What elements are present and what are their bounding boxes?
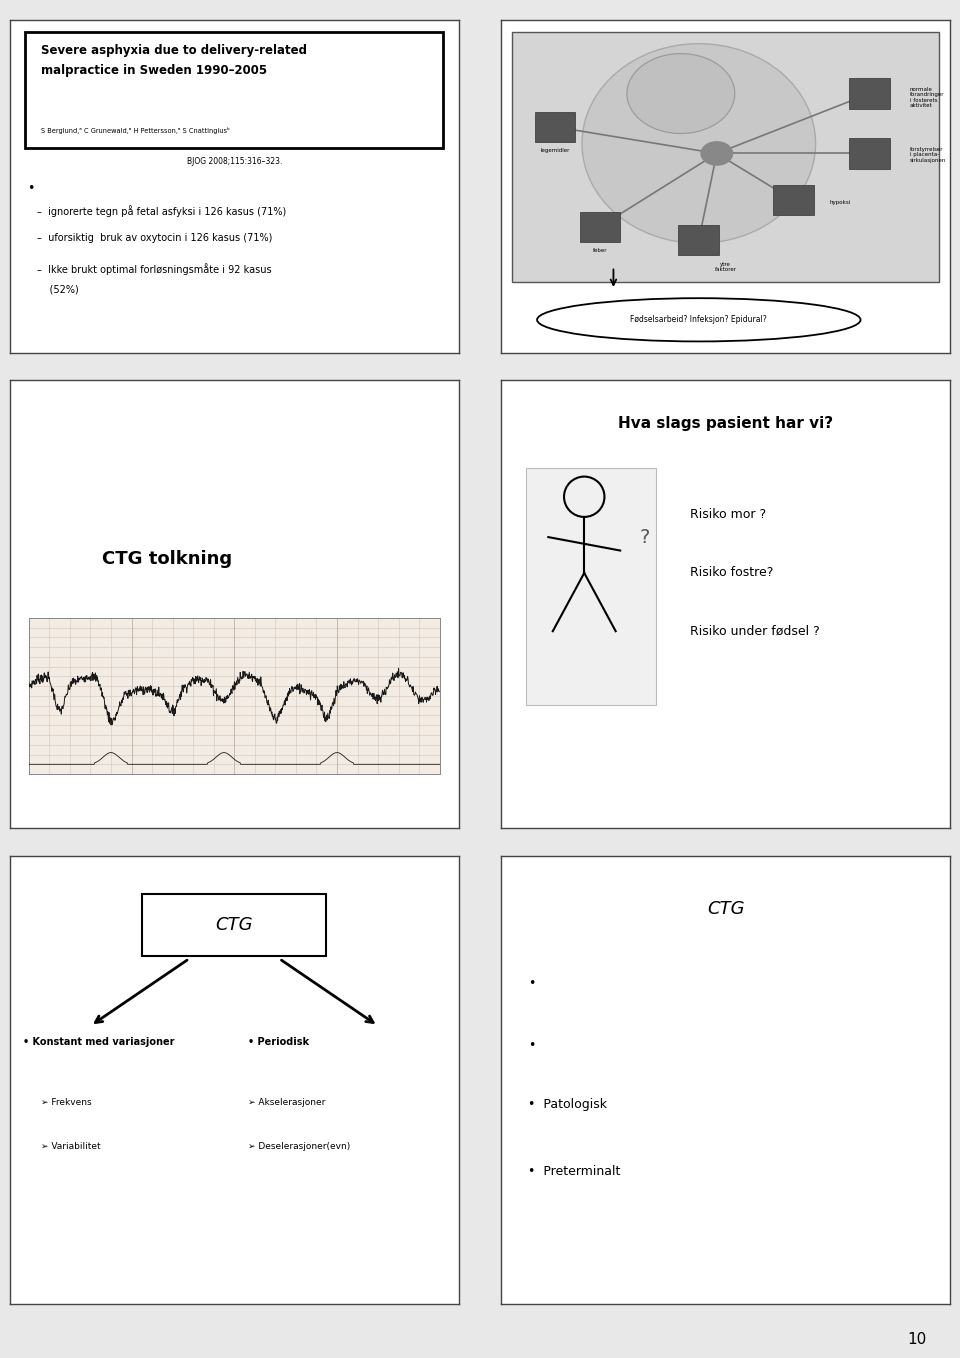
Text: normale
forandringer
i fosterets
aktivitet: normale forandringer i fosterets aktivit…: [910, 87, 945, 109]
Circle shape: [627, 54, 734, 133]
Circle shape: [701, 141, 732, 166]
FancyBboxPatch shape: [513, 33, 939, 281]
Text: Risiko mor ?: Risiko mor ?: [690, 508, 766, 521]
Text: BJOG 2008;115:316–323.: BJOG 2008;115:316–323.: [186, 156, 282, 166]
Text: ➢ Deselerasjoner(evn): ➢ Deselerasjoner(evn): [248, 1142, 350, 1152]
Text: (52%): (52%): [36, 285, 79, 295]
Text: –  Ikke brukt optimal forløsningsmåte i 92 kasus: – Ikke brukt optimal forløsningsmåte i 9…: [36, 263, 271, 276]
Text: ➢ Variabilitet: ➢ Variabilitet: [41, 1142, 101, 1152]
FancyBboxPatch shape: [849, 139, 890, 168]
FancyBboxPatch shape: [773, 185, 813, 215]
Text: Severe asphyxia due to delivery-related: Severe asphyxia due to delivery-related: [41, 43, 307, 57]
Text: 10: 10: [907, 1332, 926, 1347]
Text: Hva slags pasient har vi?: Hva slags pasient har vi?: [618, 416, 833, 430]
FancyBboxPatch shape: [679, 225, 719, 255]
Text: •: •: [528, 1039, 536, 1052]
Text: Risiko under fødsel ?: Risiko under fødsel ?: [690, 625, 820, 638]
Text: –  uforsiktig  bruk av oxytocin i 126 kasus (71%): – uforsiktig bruk av oxytocin i 126 kasu…: [36, 234, 272, 243]
FancyBboxPatch shape: [25, 33, 444, 148]
Text: ytre
faktorer: ytre faktorer: [715, 262, 736, 272]
Text: feber: feber: [592, 249, 608, 254]
Text: •: •: [528, 976, 536, 990]
Text: ➢ Akselerasjoner: ➢ Akselerasjoner: [248, 1097, 325, 1107]
Text: ➢ Frekvens: ➢ Frekvens: [41, 1097, 91, 1107]
FancyBboxPatch shape: [535, 111, 575, 143]
FancyBboxPatch shape: [580, 212, 620, 242]
Text: Risiko fostre?: Risiko fostre?: [690, 566, 773, 580]
Text: •: •: [28, 182, 35, 194]
Text: malpractice in Sweden 1990–2005: malpractice in Sweden 1990–2005: [41, 64, 267, 76]
Text: legemidler: legemidler: [540, 148, 569, 153]
FancyBboxPatch shape: [526, 467, 656, 705]
Text: –  ignorerte tegn på fetal asfyksi i 126 kasus (71%): – ignorerte tegn på fetal asfyksi i 126 …: [36, 205, 286, 217]
Text: •  Preterminalt: • Preterminalt: [528, 1165, 620, 1177]
Text: S Berglund,ᵃ C Grunewald,ᵃ H Pettersson,ᵃ S Cnattingiusᵇ: S Berglund,ᵃ C Grunewald,ᵃ H Pettersson,…: [41, 126, 230, 134]
Text: CTG: CTG: [707, 900, 745, 918]
Text: •  Patologisk: • Patologisk: [528, 1097, 607, 1111]
Text: hypoksi: hypoksi: [829, 200, 851, 205]
FancyBboxPatch shape: [849, 79, 890, 109]
Text: CTG: CTG: [215, 917, 253, 934]
Ellipse shape: [582, 43, 816, 243]
Text: • Periodisk: • Periodisk: [248, 1038, 309, 1047]
Text: CTG tolkning: CTG tolkning: [102, 550, 232, 569]
FancyBboxPatch shape: [142, 894, 326, 956]
Ellipse shape: [537, 299, 860, 341]
Text: forstyrrelser
i placenta-
sirkulasjonen: forstyrrelser i placenta- sirkulasjonen: [910, 147, 947, 163]
Text: Fødselsarbeid? Infeksjon? Epidural?: Fødselsarbeid? Infeksjon? Epidural?: [631, 315, 767, 325]
Text: ?: ?: [639, 528, 650, 546]
Text: • Konstant med variasjoner: • Konstant med variasjoner: [23, 1038, 175, 1047]
